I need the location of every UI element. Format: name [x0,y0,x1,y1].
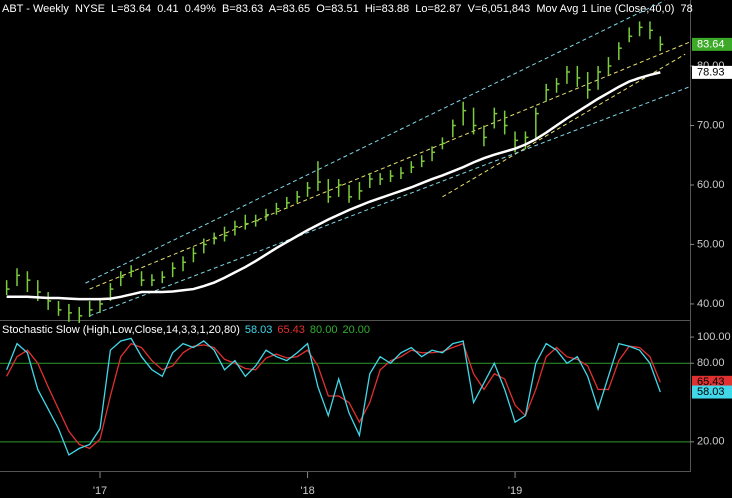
stochastic-title: Stochastic Slow (High,Low,Close,14,3,3,1… [2,324,240,336]
stochastic-line [6,337,661,456]
y-tick-label: 20.00 [697,436,725,448]
x-tick-label: '18 [300,485,314,497]
y-tick-label: 80.00 [697,357,725,369]
stochastic-value: 58.03 [245,324,273,336]
trendline [89,86,690,317]
price-header: ABT - Weekly NYSE L=83.64 0.41 0.49% B=8… [2,3,693,15]
y-tick-label: 40.00 [697,298,725,310]
trendline [85,0,665,284]
last-price-badge [692,37,732,51]
y-tick-label: 60.00 [697,179,725,191]
ma-label: 78.93 [697,66,725,78]
y-tick-label: 100.00 [697,331,731,343]
x-tick-label: '17 [93,485,107,497]
moving-average [6,71,661,301]
last-price-label: 83.64 [697,38,725,50]
y-tick-label: 70.00 [697,119,725,131]
trendline [442,53,686,198]
stochastic-badge-label: 65.43 [697,376,725,388]
stochastic-badge [692,385,732,399]
trendline [89,41,690,290]
stochastic-value: 65.43 [277,324,305,336]
stochastic-badge-label: 58.03 [697,386,725,398]
x-tick-label: '19 [508,485,522,497]
y-tick-label: 50.00 [697,238,725,250]
level-value: 20.00 [342,324,370,336]
stochastic-header: Stochastic Slow (High,Low,Close,14,3,3,1… [2,324,370,336]
level-value: 80.00 [310,324,338,336]
ma-badge [692,65,732,79]
